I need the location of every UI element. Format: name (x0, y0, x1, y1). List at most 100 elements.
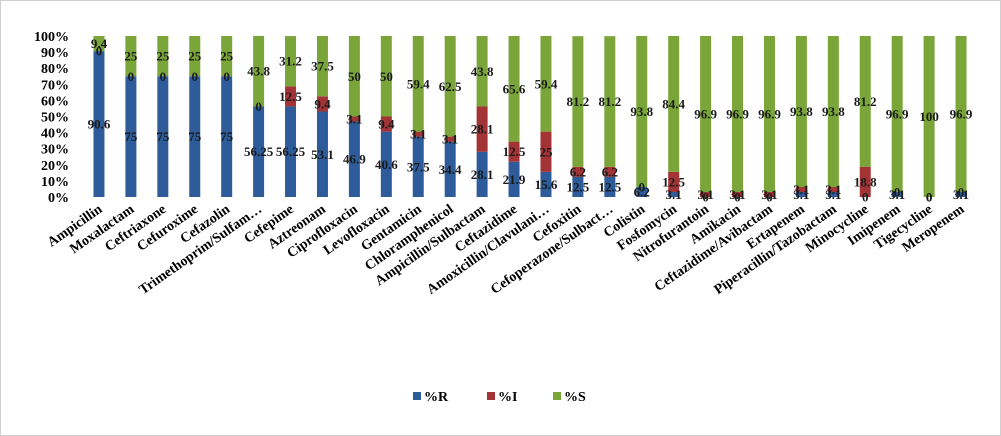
data-label: 50 (380, 69, 393, 84)
bar-segment-pct-s (795, 36, 807, 188)
bar-segment-pct-r (444, 141, 456, 197)
data-label: 3.1 (442, 132, 458, 147)
bar-segment-pct-r (348, 121, 360, 197)
data-label: 96.9 (758, 107, 781, 122)
data-label: 12.5 (662, 174, 685, 189)
bar-segment-pct-i (412, 131, 424, 137)
bar-segment-pct-s (636, 36, 648, 188)
bars (93, 35, 967, 197)
legend-swatch (553, 392, 561, 400)
data-label: 93.8 (630, 104, 653, 119)
data-label: 0 (766, 190, 773, 205)
data-label: 100 (919, 109, 939, 124)
bar-segment-pct-s (348, 36, 360, 117)
bar-segment-pct-i (540, 131, 552, 172)
bar-segment-pct-s (221, 36, 233, 77)
bar-segment-pct-s (189, 36, 201, 77)
data-label: 0 (734, 190, 741, 205)
bar-segment-pct-i (572, 166, 584, 177)
data-labels: 90.609.47502575025750257502556.25043.856… (88, 36, 973, 204)
data-label: 93.8 (822, 104, 845, 119)
bar-segment-pct-s (316, 36, 328, 97)
bar-segment-pct-i (508, 141, 520, 162)
data-label: 96.9 (694, 107, 717, 122)
bar-segment-pct-r (380, 131, 392, 197)
bar-segment-pct-s (763, 36, 775, 193)
bar-segment-pct-s (508, 36, 520, 142)
y-tick-label: 0% (48, 191, 69, 206)
bar-segment-pct-s (955, 36, 967, 193)
data-label: 3.1 (793, 187, 809, 202)
data-label: 12.5 (279, 89, 302, 104)
bar-segment-pct-i (604, 166, 616, 177)
y-tick-label: 30% (41, 143, 69, 158)
bar-segment-pct-s (604, 36, 616, 167)
data-label: 31.2 (279, 54, 302, 69)
legend: %R %I %S (413, 390, 586, 405)
data-label: 65.6 (503, 81, 526, 96)
legend-label: %R (424, 390, 449, 405)
data-label: 75 (124, 129, 138, 144)
bar-segment-pct-r (508, 161, 520, 197)
data-label: 9.4 (378, 117, 395, 132)
bar-segment-pct-r (955, 192, 967, 197)
bar-segment-pct-i (316, 96, 328, 112)
bar-segment-pct-s (859, 36, 871, 167)
bar-segment-pct-r (827, 192, 839, 197)
data-label: 6.2 (634, 185, 650, 200)
data-label: 40.6 (375, 157, 398, 172)
data-label: 93.8 (790, 104, 813, 119)
x-axis: AmpicillinMoxalactamCeftriaxoneCefuroxim… (45, 202, 968, 298)
data-label: 0 (702, 190, 709, 205)
bar-segment-pct-r (412, 136, 424, 197)
y-tick-label: 10% (41, 175, 69, 190)
data-label: 6.2 (602, 164, 618, 179)
bar-segment-pct-i (380, 116, 392, 132)
data-label: 3.1 (825, 187, 841, 202)
data-label: 43.8 (247, 64, 270, 79)
bar-segment-pct-s (827, 36, 839, 188)
bar-segment-pct-r (253, 106, 265, 197)
bar-segment-pct-i (444, 136, 456, 142)
data-label: 0 (894, 185, 901, 200)
data-label: 0 (128, 69, 135, 84)
data-label: 3.1 (793, 182, 809, 197)
data-label: 15.6 (535, 177, 558, 192)
data-label: 81.2 (854, 94, 877, 109)
data-label: 9.4 (314, 96, 331, 111)
bar-segment-pct-s (444, 36, 456, 137)
bar-segment-pct-s (125, 36, 137, 77)
bar-segment-pct-r (636, 187, 648, 197)
data-label: 56.25 (244, 144, 274, 159)
bar-segment-pct-s (923, 36, 935, 197)
bar-segment-pct-s (412, 36, 424, 132)
bar-segment-pct-s (157, 36, 169, 77)
data-label: 46.9 (343, 152, 366, 167)
bar-segment-pct-r (93, 51, 105, 197)
y-tick-label: 50% (41, 111, 69, 126)
bar-segment-pct-s (700, 36, 712, 193)
data-label: 0 (160, 69, 167, 84)
data-label: 12.5 (567, 179, 590, 194)
data-label: 6.2 (570, 164, 586, 179)
data-label: 0 (255, 99, 262, 114)
bar-segment-pct-r (125, 76, 137, 197)
bar-segment-pct-r (540, 171, 552, 197)
legend-swatch (487, 392, 495, 400)
bar-segment-pct-s (732, 36, 744, 193)
bar-segment-pct-r (285, 106, 297, 197)
data-label: 81.2 (567, 94, 590, 109)
bar-segment-pct-i (859, 166, 871, 197)
data-label: 25 (220, 49, 234, 64)
data-label: 96.9 (886, 107, 909, 122)
legend-label: %S (564, 390, 586, 405)
data-label: 37.5 (407, 159, 430, 174)
y-tick-label: 60% (41, 94, 69, 109)
y-tick-label: 20% (41, 159, 69, 174)
bar-segment-pct-r (891, 192, 903, 197)
bar-segment-pct-i (795, 187, 807, 193)
data-label: 62.5 (439, 79, 462, 94)
data-label: 59.4 (535, 76, 558, 91)
bar-segment-pct-r (157, 76, 169, 197)
data-label: 25 (156, 49, 170, 64)
